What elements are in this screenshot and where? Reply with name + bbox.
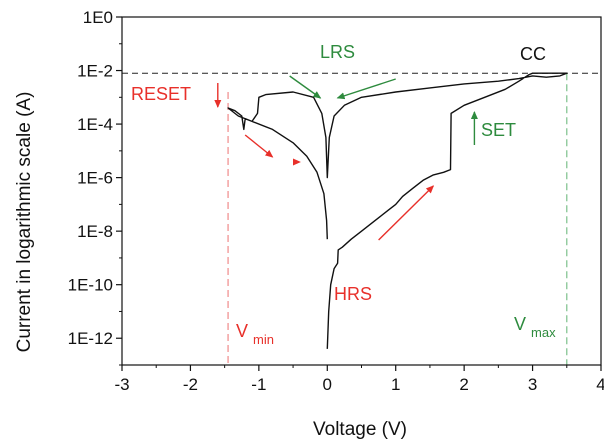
y-tick-label: 1E0 <box>83 8 113 27</box>
lrs-label: LRS <box>320 42 355 62</box>
vmin-label: V min <box>236 321 274 347</box>
plot-frame <box>121 16 602 366</box>
vmax-sub: max <box>531 325 556 340</box>
y-tick-label: 1E-4 <box>77 115 113 134</box>
vmax-main: V <box>514 314 526 334</box>
cc-label: CC <box>520 44 546 64</box>
set-sweep-arrow <box>378 185 435 241</box>
hrs-label: HRS <box>334 284 372 304</box>
vmin-sub: min <box>253 332 274 347</box>
x-tick-label: -2 <box>183 375 198 394</box>
vmax-label: V max <box>514 314 556 340</box>
lrs-right-arrow <box>336 78 396 100</box>
x-tick-label: -3 <box>114 375 129 394</box>
reset-label: RESET <box>131 84 191 104</box>
y-tick-label: 1E-2 <box>77 62 113 81</box>
x-tick-label: 3 <box>528 375 537 394</box>
y-tick-label: 1E-6 <box>77 169 113 188</box>
y-tick-label: 1E-10 <box>68 276 113 295</box>
x-tick-label: 2 <box>459 375 468 394</box>
x-tick-label: 1 <box>391 375 400 394</box>
y-axis-title: Current in logarithmic scale (A) <box>14 92 35 353</box>
reset-sweep-arrow <box>244 134 274 158</box>
lrs-left-arrow <box>289 75 322 99</box>
vmin-main: V <box>236 321 248 341</box>
y-tick-label: 1E-8 <box>77 222 113 241</box>
iv-curve-0 <box>227 72 568 349</box>
y-tick-label: 1E-12 <box>68 329 113 348</box>
x-tick-label: 4 <box>596 375 604 394</box>
x-axis-title: Voltage (V) <box>313 419 407 440</box>
x-tick-label: 0 <box>323 375 332 394</box>
x-tick-label: -1 <box>251 375 266 394</box>
set-label: SET <box>481 120 516 140</box>
